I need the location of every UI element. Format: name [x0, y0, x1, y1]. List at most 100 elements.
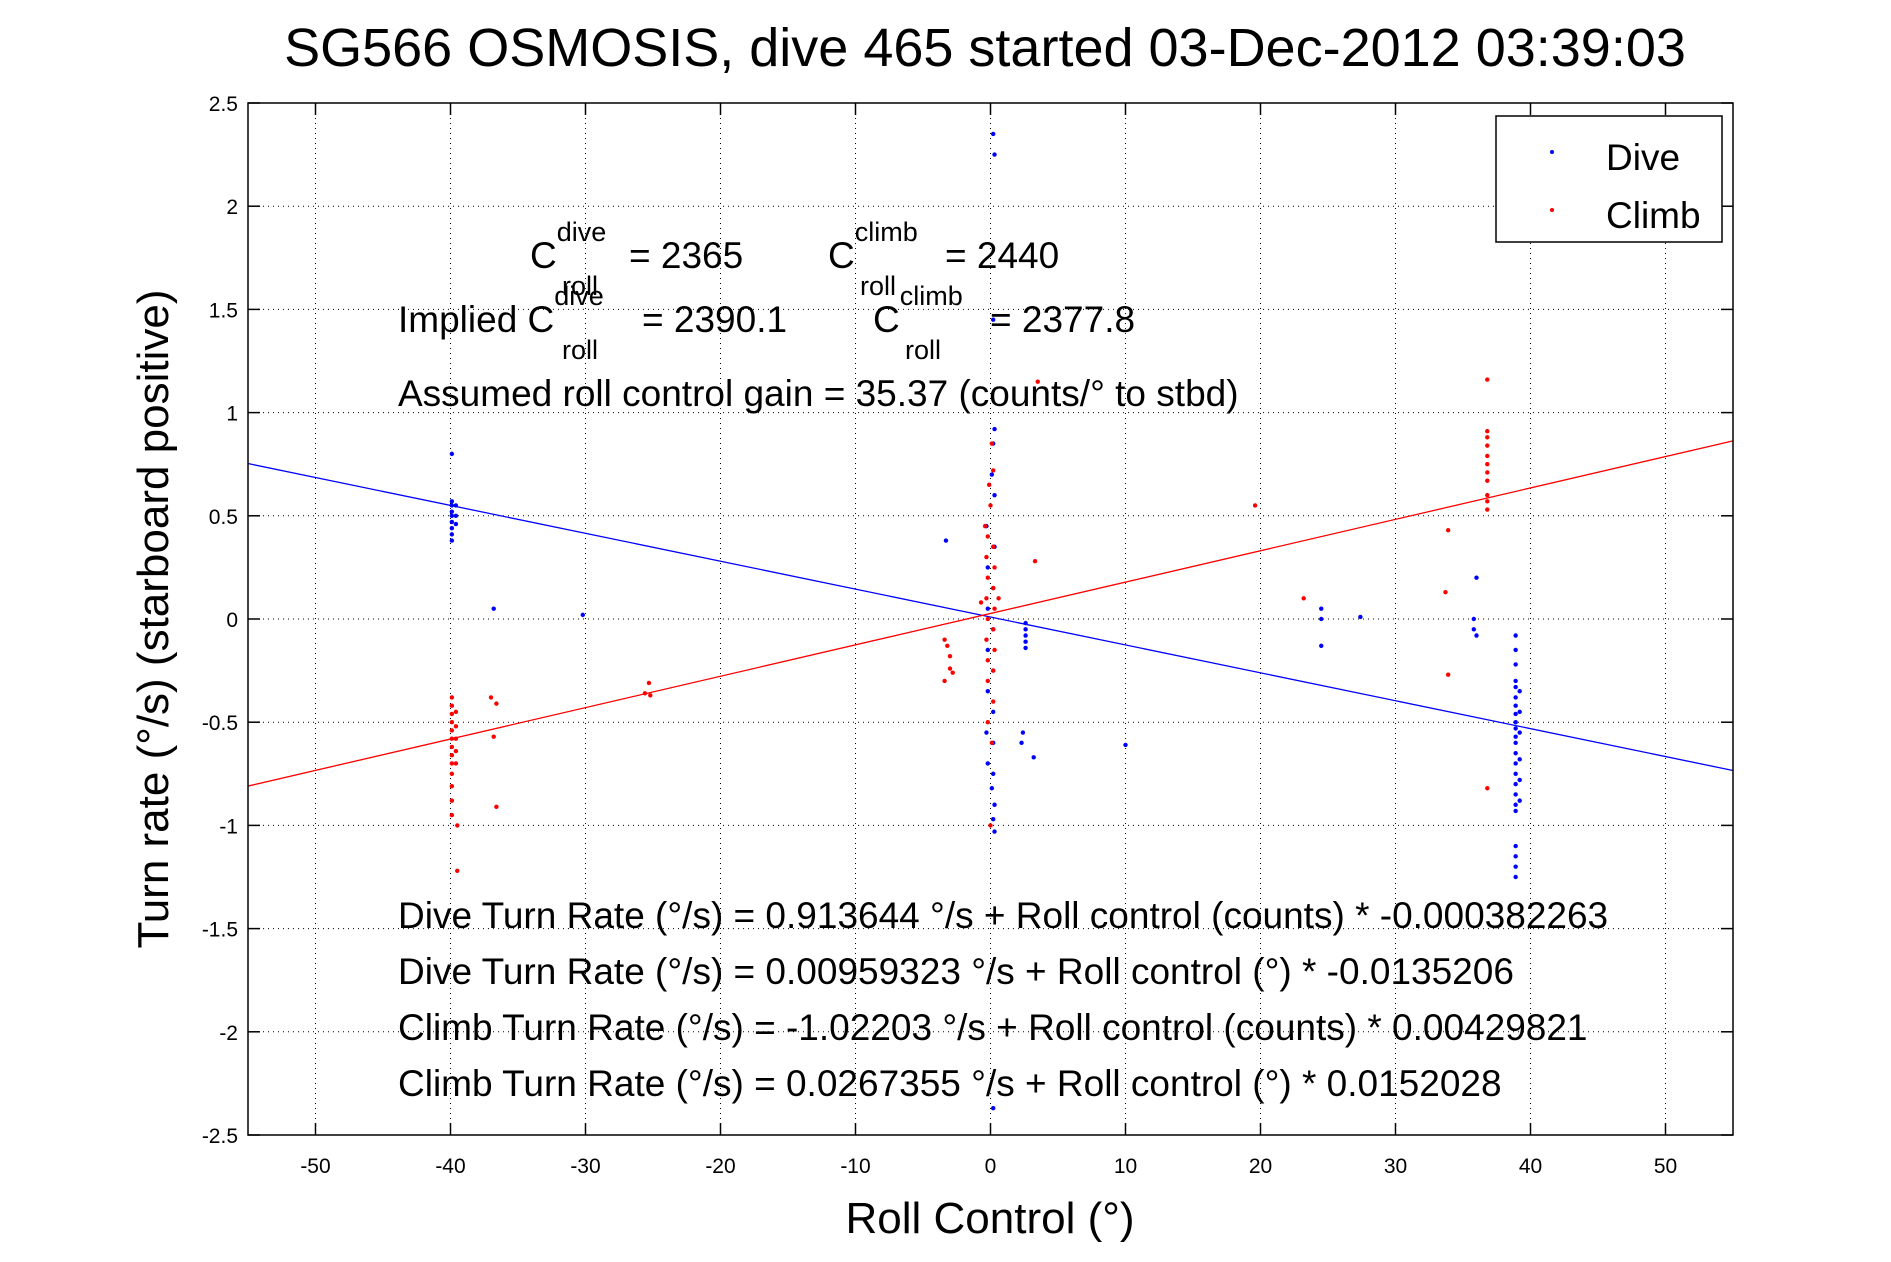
dive-point	[1517, 689, 1522, 694]
climb-point	[988, 503, 993, 508]
climb-point	[942, 637, 947, 642]
climb-point	[978, 600, 984, 605]
climb-point	[449, 771, 455, 776]
dive-point	[991, 317, 996, 322]
dive-point	[992, 152, 997, 157]
dive-point	[989, 786, 995, 791]
dive-point	[1513, 802, 1518, 807]
climb-point	[494, 701, 499, 706]
y-tick-label: 2.5	[209, 93, 238, 116]
legend-marker-dive	[1550, 150, 1554, 154]
climb-point	[453, 736, 459, 741]
x-tick-label: 20	[1249, 1155, 1272, 1178]
climb-point	[648, 693, 653, 698]
c-roll-dive: Cdive roll = 2365	[530, 217, 743, 301]
dive-point	[1019, 740, 1024, 746]
dive-point	[1471, 627, 1477, 632]
dive-point	[1513, 808, 1518, 814]
dive-point	[449, 525, 455, 531]
x-tick-label: 0	[985, 1155, 997, 1178]
climb-point	[985, 616, 990, 622]
climb-point	[455, 823, 460, 828]
climb-point	[1485, 492, 1490, 498]
c-roll-climb-sub: roll	[860, 271, 896, 301]
dive-point	[491, 606, 496, 611]
climb-point	[989, 441, 995, 446]
fit-equations: Dive Turn Rate (°/s) = 0.913644 °/s + Ro…	[398, 895, 1608, 1104]
dive-point	[1023, 633, 1028, 638]
climb-point	[996, 596, 1001, 601]
climb-point	[984, 637, 989, 642]
implied-dive-sup: dive	[554, 281, 604, 311]
y-tick-label: -1.5	[202, 919, 238, 942]
implied-dive-sub: roll	[562, 335, 598, 365]
climb-point	[1301, 596, 1306, 601]
dive-point	[1513, 854, 1518, 859]
dive-point	[991, 817, 996, 822]
c-roll-dive-letter: C	[530, 235, 557, 276]
dive-point	[985, 689, 990, 694]
dive-point	[1513, 662, 1518, 667]
climb-point	[1485, 462, 1490, 467]
climb-point	[1032, 559, 1038, 564]
y-tick-label: 1	[226, 403, 238, 426]
dive-point	[1517, 777, 1522, 783]
implied-c-roll-climb: Cclimb roll = 2377.8	[873, 281, 1135, 365]
climb-point	[985, 658, 990, 663]
climb-point	[494, 804, 499, 810]
fit-equation: Climb Turn Rate (°/s) = 0.0267355 °/s + …	[398, 1063, 1502, 1104]
c-roll-climb: Cclimb roll = 2440	[828, 217, 1059, 301]
dive-point	[1319, 643, 1324, 649]
climb-point	[488, 695, 494, 700]
dive-point	[1023, 639, 1028, 644]
y-tick-label: 1.5	[209, 299, 238, 322]
dive-point	[1319, 616, 1324, 622]
grid-lines	[248, 102, 1733, 1136]
dive-point	[1513, 781, 1518, 787]
dive-point	[1513, 771, 1518, 776]
implied-climb-letter: C	[873, 299, 900, 340]
dive-point	[991, 771, 996, 776]
climb-point	[491, 734, 496, 739]
y-tick-label: -1	[219, 815, 238, 838]
climb-point	[1035, 379, 1040, 384]
climb-point	[950, 670, 955, 675]
climb-point	[992, 565, 997, 570]
legend-label-climb: Climb	[1606, 195, 1701, 236]
climb-point	[991, 699, 996, 704]
dive-point	[985, 761, 990, 766]
c-roll-climb-value: = 2440	[945, 235, 1059, 276]
dive-point	[1513, 874, 1518, 880]
climb-fit-line	[247, 440, 1734, 787]
x-tick-label: -40	[435, 1155, 465, 1178]
climb-point	[449, 812, 455, 818]
dive-point	[1358, 614, 1363, 620]
y-axis-label: Turn rate (°/s) (starboard positive)	[129, 289, 178, 948]
dive-point	[1513, 864, 1518, 869]
dive-point	[449, 509, 455, 514]
climb-point	[991, 585, 996, 591]
dive-point	[984, 730, 989, 735]
dive-point	[985, 647, 990, 653]
dive-point	[992, 426, 997, 432]
dive-point	[449, 499, 455, 504]
climb-point	[1485, 499, 1490, 504]
climb-point	[453, 761, 459, 766]
climb-point	[449, 783, 455, 789]
x-tick-label: 40	[1519, 1155, 1542, 1178]
climb-point	[453, 709, 459, 715]
dive-point	[1513, 695, 1518, 700]
legend-label-dive: Dive	[1606, 137, 1680, 178]
dive-point	[1517, 757, 1522, 762]
dive-point	[1513, 703, 1518, 708]
climb-point	[982, 523, 988, 529]
climb-point	[989, 740, 995, 746]
fit-equation: Dive Turn Rate (°/s) = 0.913644 °/s + Ro…	[398, 895, 1608, 936]
dive-point	[449, 451, 455, 457]
climb-point	[947, 666, 953, 671]
dive-point	[989, 472, 995, 477]
climb-point	[1485, 786, 1490, 791]
climb-point	[988, 823, 993, 828]
climb-point	[1485, 478, 1490, 483]
dive-point	[453, 503, 459, 508]
